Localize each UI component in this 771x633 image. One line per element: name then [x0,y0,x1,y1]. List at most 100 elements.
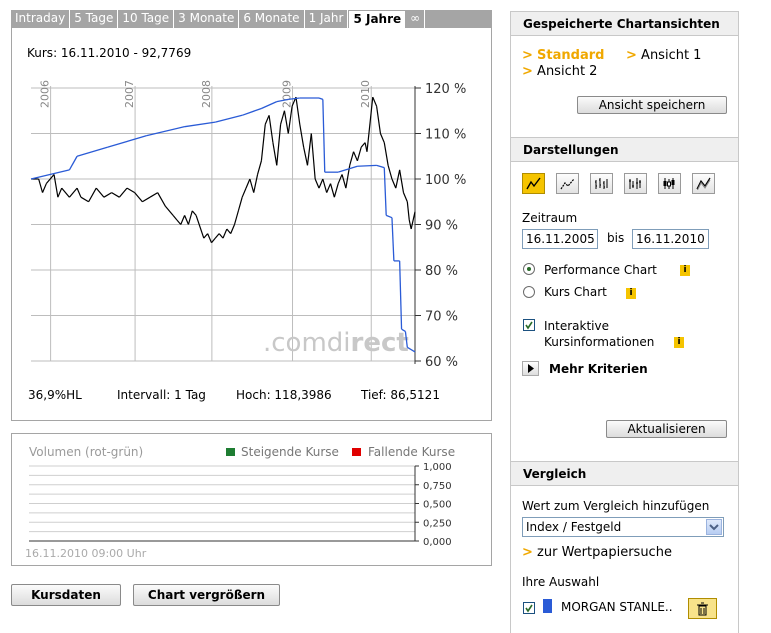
area-chart-icon[interactable] [556,173,579,194]
series-segment [366,133,370,152]
series-segment [333,183,339,198]
series-segment [38,178,44,193]
series-segment [76,187,82,198]
year-label: 2010 [359,80,372,108]
legend-down-swatch [352,448,361,456]
info-icon[interactable]: i [674,337,684,348]
tab-2[interactable]: 10 Tage [118,10,175,28]
stock-series [31,96,416,244]
tab-3[interactable]: 3 Monate [174,10,240,28]
info-icon[interactable]: i [680,265,690,276]
series-segment [207,233,213,243]
line-chart-icon[interactable] [522,173,545,194]
display-heading: Darstellungen [511,137,738,162]
expand-triangle-icon[interactable] [522,361,539,376]
search-link[interactable]: > zur Wertpapiersuche [522,545,672,560]
series-segment [134,192,143,203]
series-segment [88,187,97,203]
timeframe-tabs: Intraday 5 Tage 10 Tage 3 Monate 6 Monate 1 J… [11,10,492,28]
stat-interval: Intervall: 1 Tag [117,388,206,402]
y-tick-label: 80 % [425,264,458,279]
series-segment [41,183,47,193]
trash-icon[interactable] [688,598,717,619]
view-ansicht1-link[interactable]: > Ansicht 1 [626,48,701,63]
volume-tick-label: 0,000 [423,537,452,548]
chevron-down-icon[interactable] [706,519,722,535]
series-segment [191,210,197,216]
compare-series [30,97,416,353]
arrow-icon: > [522,545,533,560]
series-segment [406,346,416,353]
series-segment [245,178,251,189]
series-segment [408,219,412,230]
series-segment [376,164,385,169]
kursdaten-button[interactable]: Kursdaten [11,584,121,606]
series-segment [360,142,366,148]
display-panel: Darstellungen [510,137,739,463]
year-label: 2008 [200,80,213,108]
volume-title: Volumen (rot-grün) [29,445,144,459]
tab-0[interactable]: Intraday [11,10,71,28]
tab-4[interactable]: 6 Monate [239,10,305,28]
series-segment [215,114,243,123]
ohlc-chart-icon[interactable] [590,173,613,194]
series-segment [268,115,274,143]
volume-tick-label: 0,500 [423,500,452,511]
series-segment [376,106,382,134]
series-segment [329,183,335,198]
performance-radio[interactable] [523,263,535,278]
series-segment [249,178,255,193]
kurs-label[interactable]: Kurs Chart [544,285,607,299]
arrow-icon: > [626,48,637,63]
series-segment [322,99,326,173]
stat-low: Tief: 86,5121 [361,388,440,402]
series-segment [49,174,55,180]
series-segment [404,331,408,348]
kurs-radio[interactable] [523,286,535,301]
compare-item-checkbox[interactable] [523,602,535,617]
interactive-checkbox[interactable] [523,319,535,334]
bar-chart-icon[interactable] [624,173,647,194]
series-segment [260,124,266,161]
arrow-icon: > [522,48,533,63]
series-segment [356,146,362,161]
arrow-icon: > [522,64,533,79]
series-segment [111,192,120,198]
compare-item-label: MORGAN STANLE.. [561,600,673,614]
series-segment [226,228,232,234]
series-segment [149,192,159,198]
tab-1[interactable]: 5 Tage [70,10,119,28]
series-segment [326,183,332,193]
price-chart-panel [11,28,492,421]
chart-enlarge-button[interactable]: Chart vergrößern [133,584,280,606]
volume-tick-label: 0,750 [423,481,452,492]
view-standard-label: Standard [537,48,605,63]
series-segment [349,151,355,166]
series-segment [30,169,70,180]
series-segment [146,126,185,137]
candlestick-chart-icon[interactable] [658,173,681,194]
series-segment [211,237,216,244]
series-segment [68,155,78,171]
compare-select[interactable]: Index / Festgeld [522,517,724,537]
view-standard-link[interactable]: > Standard [522,48,604,63]
series-segment [203,233,209,239]
more-criteria-link[interactable]: Mehr Kriterien [549,362,648,376]
update-button[interactable]: Aktualisieren [606,420,727,438]
info-icon[interactable]: i [626,288,636,299]
series-segment [80,196,89,203]
view-ansicht2-link[interactable]: > Ansicht 2 [522,64,597,79]
date-to-field[interactable]: 16.11.2010 [632,229,709,249]
mountain-chart-icon[interactable] [692,173,715,194]
save-view-button[interactable]: Ansicht speichern [577,96,727,114]
series-segment [299,124,305,148]
y-tick-label: 60 % [425,355,458,370]
series-segment [387,165,393,180]
tab-7[interactable]: ∞ [406,10,426,28]
series-segment [383,167,387,216]
tab-5[interactable]: 1 Jahr [305,10,349,28]
performance-label[interactable]: Performance Chart [544,263,657,277]
tab-6[interactable]: 5 Jahre [348,10,407,28]
date-from-field[interactable]: 16.11.2005 [522,229,598,249]
series-segment [164,205,174,216]
